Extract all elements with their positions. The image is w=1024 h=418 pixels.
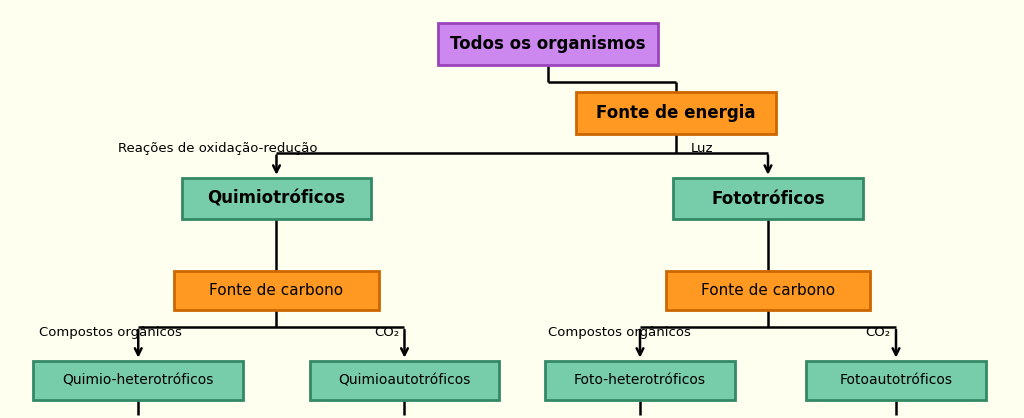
Text: Fonte de carbono: Fonte de carbono [701, 283, 835, 298]
Text: Todos os organismos: Todos os organismos [451, 35, 645, 53]
Bar [174, 271, 379, 310]
Bar [575, 92, 776, 134]
Text: Compostos orgânicos: Compostos orgânicos [548, 326, 691, 339]
Bar [182, 178, 372, 219]
Text: Reações de oxidação-redução: Reações de oxidação-redução [118, 142, 317, 155]
Text: Quimiotróficos: Quimiotróficos [208, 189, 345, 208]
Bar [807, 360, 985, 400]
Bar [674, 178, 862, 219]
Bar [545, 360, 735, 400]
Bar [309, 360, 500, 400]
Text: Fototróficos: Fototróficos [712, 189, 824, 208]
Text: Fotoautotróficos: Fotoautotróficos [840, 373, 952, 387]
Text: Quimioautotróficos: Quimioautotróficos [338, 373, 471, 387]
Text: CO₂: CO₂ [374, 326, 399, 339]
Text: Quimio-heterotróficos: Quimio-heterotróficos [62, 373, 214, 387]
Text: Fonte de carbono: Fonte de carbono [210, 283, 343, 298]
Text: Foto-heterotróficos: Foto-heterotróficos [574, 373, 706, 387]
Text: Luz: Luz [691, 142, 714, 155]
Text: CO₂: CO₂ [865, 326, 891, 339]
Bar [438, 23, 658, 65]
Bar [666, 271, 870, 310]
Text: Compostos orgânicos: Compostos orgânicos [39, 326, 182, 339]
Text: Fonte de energia: Fonte de energia [596, 104, 756, 122]
Bar [34, 360, 244, 400]
